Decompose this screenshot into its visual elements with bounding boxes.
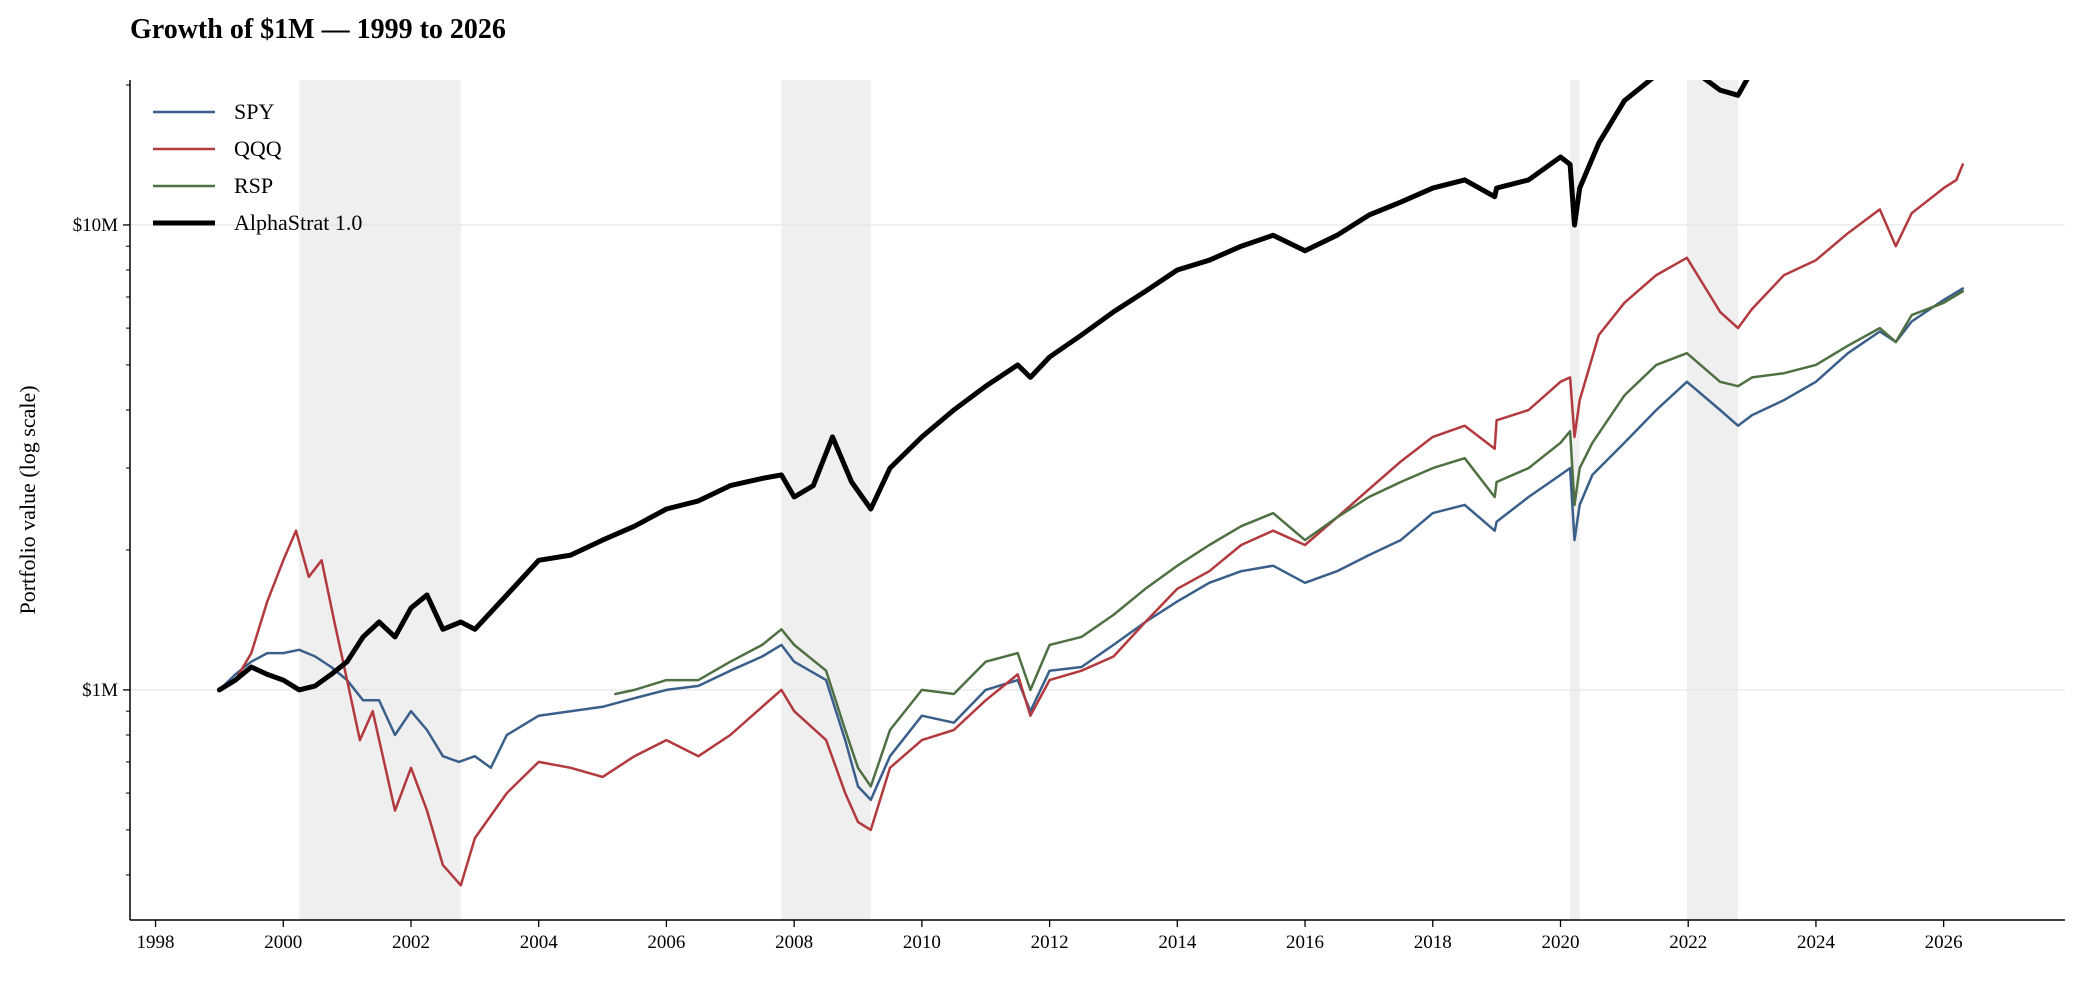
x-tick-label: 2014 <box>1158 932 1197 953</box>
x-tick-label: 2026 <box>1925 932 1963 953</box>
legend-label: AlphaStrat 1.0 <box>234 210 362 235</box>
x-tick-label: 2012 <box>1031 932 1069 953</box>
x-tick-label: 2000 <box>264 932 302 953</box>
x-tick-label: 2024 <box>1797 932 1836 953</box>
axes <box>123 80 2065 927</box>
legend-label: SPY <box>234 99 274 124</box>
legend-label: QQQ <box>234 136 282 161</box>
x-tick-label: 2006 <box>647 932 685 953</box>
series-line-spy <box>218 287 1965 802</box>
tick-labels: 1998 2000 2002 2004 2006 2008 2010 2012 2014 2016… <box>73 215 1963 953</box>
x-tick-label: 2020 <box>1541 932 1579 953</box>
x-tick-label: 2010 <box>903 932 941 953</box>
y-axis-label: Portfolio value (log scale) <box>15 385 40 614</box>
shaded-period <box>1686 80 1739 920</box>
x-tick-label: 2018 <box>1414 932 1452 953</box>
chart-title: Growth of $1M — 1999 to 2026 <box>130 14 506 45</box>
recession-shading <box>299 80 1739 920</box>
shaded-period <box>299 80 461 920</box>
x-tick-label: 2022 <box>1669 932 1707 953</box>
gridlines <box>130 224 2065 691</box>
series-lines <box>216 80 1965 887</box>
series-line-rsp <box>614 290 1965 788</box>
x-tick-label: 2004 <box>520 932 559 953</box>
legend-label: RSP <box>234 173 273 198</box>
y-tick-label: $1M <box>82 680 118 701</box>
x-tick-label: 2008 <box>775 932 813 953</box>
x-tick-label: 2016 <box>1286 932 1324 953</box>
series-line-qqq <box>218 163 1965 887</box>
shaded-period <box>781 80 871 920</box>
x-tick-label: 2002 <box>392 932 430 953</box>
series-line-alphastrat-1-0 <box>216 80 1750 693</box>
x-tick-label: 1998 <box>137 932 175 953</box>
legend: SPY QQQ RSP AlphaStrat 1.0 <box>153 99 362 235</box>
y-tick-label: $10M <box>73 215 119 236</box>
